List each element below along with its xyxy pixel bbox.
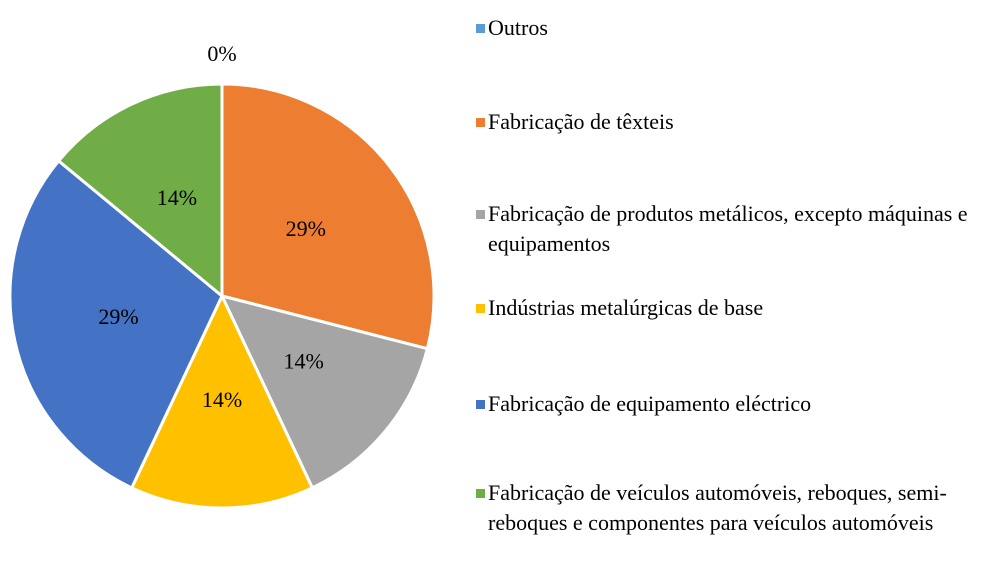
legend-swatch	[476, 489, 485, 498]
data-label: 14%	[202, 387, 242, 412]
legend-label: Fabricação de equipamento eléctrico	[488, 391, 812, 416]
legend-label: Fabricação de veículos automóveis, reboq…	[488, 480, 947, 535]
data-label: 14%	[284, 349, 324, 374]
legend-swatch	[476, 210, 485, 219]
legend-swatch	[476, 118, 485, 127]
data-label: 29%	[98, 304, 138, 329]
legend-item: Fabricação de veículos automóveis, reboq…	[476, 478, 996, 538]
legend-swatch	[476, 400, 485, 409]
legend-item: Indústrias metalúrgicas de base	[476, 293, 996, 323]
legend-label: Outros	[488, 15, 548, 40]
legend-item: Fabricação de produtos metálicos, except…	[476, 199, 996, 259]
data-label: 0%	[207, 41, 236, 66]
legend-label: Fabricação de produtos metálicos, except…	[488, 201, 968, 256]
legend-swatch	[476, 24, 485, 33]
legend-item: Outros	[476, 13, 996, 43]
legend-item: Fabricação de têxteis	[476, 107, 996, 137]
legend-label: Indústrias metalúrgicas de base	[488, 295, 764, 320]
legend-label: Fabricação de têxteis	[488, 109, 674, 134]
data-label: 14%	[157, 185, 197, 210]
pie-slice	[219, 293, 430, 490]
legend-item: Fabricação de equipamento eléctrico	[476, 389, 996, 419]
pie-slice	[129, 292, 315, 510]
pie-slice	[56, 82, 224, 300]
pie-slice	[8, 158, 224, 490]
pie-slice	[220, 82, 436, 351]
data-label: 29%	[286, 216, 326, 241]
legend-swatch	[476, 304, 485, 313]
